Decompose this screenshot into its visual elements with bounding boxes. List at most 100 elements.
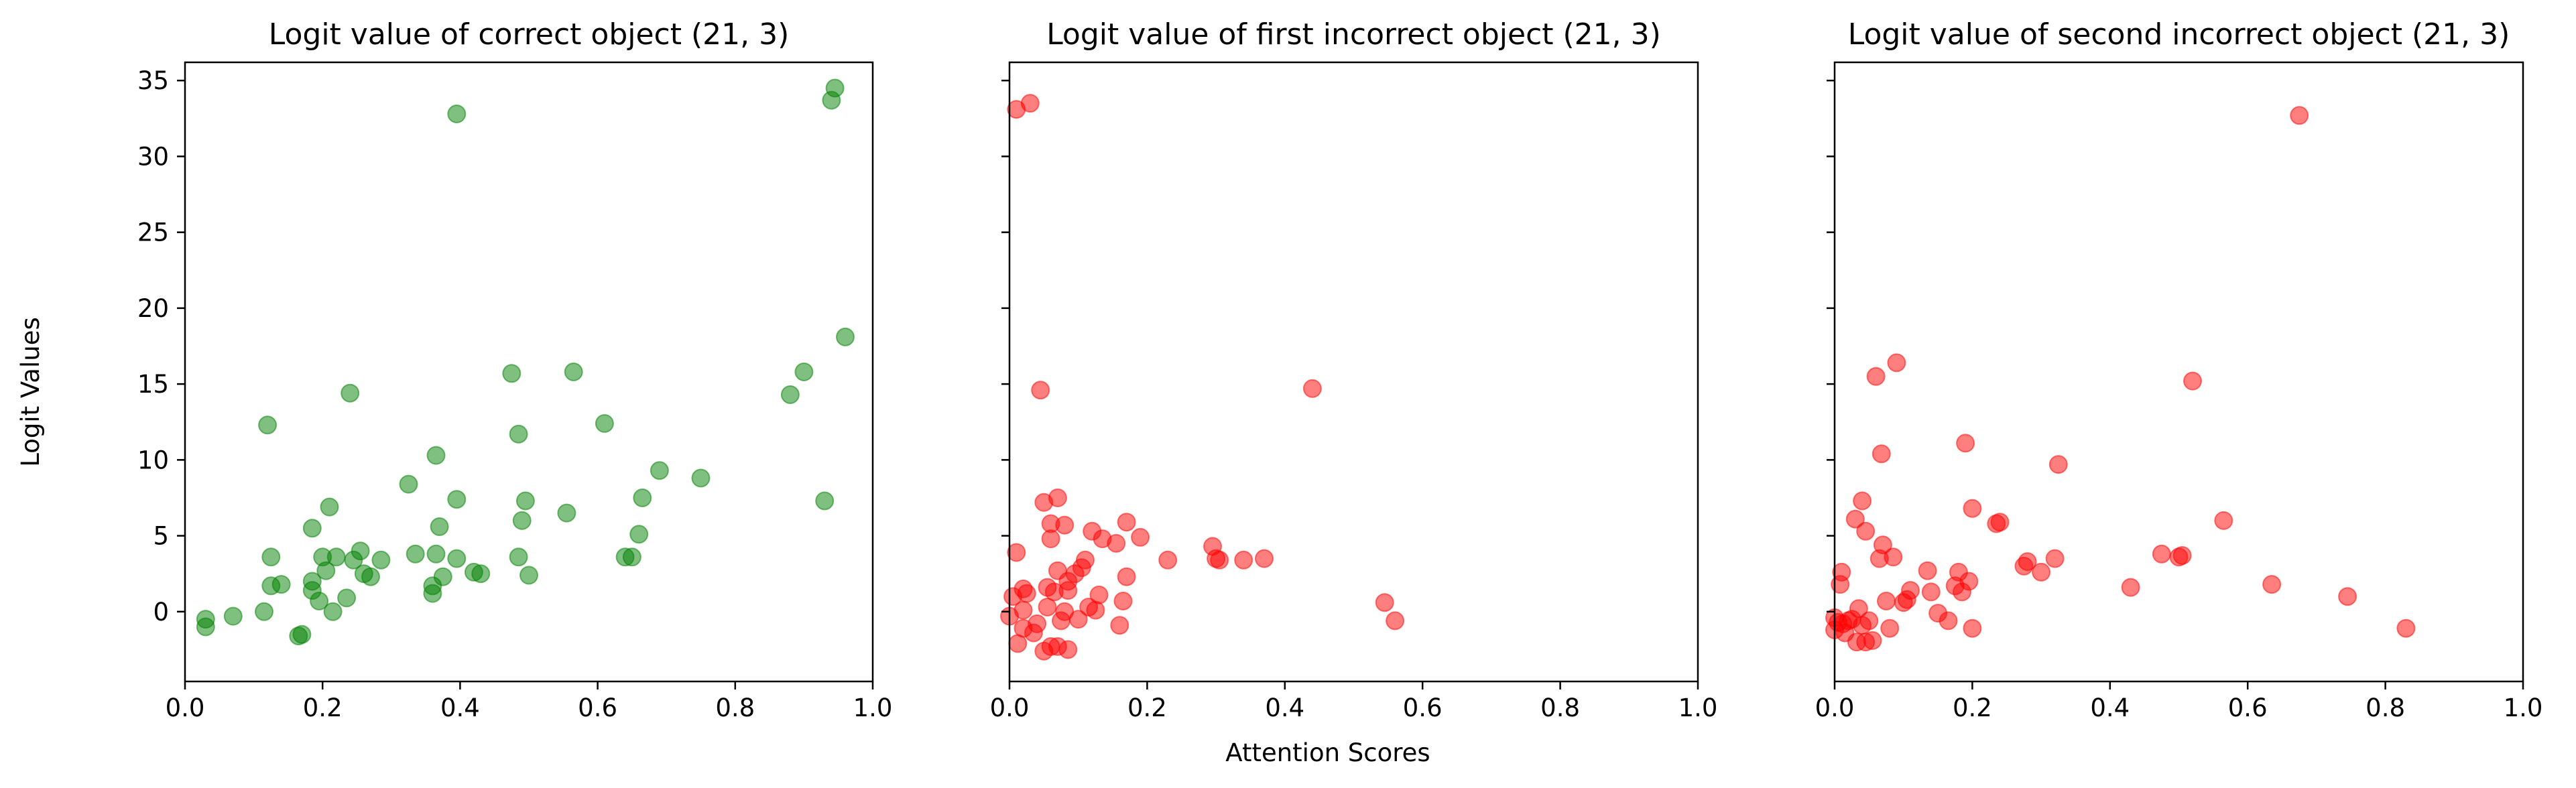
data-point — [2396, 618, 2416, 638]
data-point — [447, 105, 467, 123]
data-point — [1963, 618, 1982, 638]
y-axis-label: Logit Values — [16, 317, 45, 467]
data-point — [258, 415, 278, 435]
data-point — [1921, 582, 1941, 602]
data-point — [1086, 600, 1105, 620]
data-point — [1887, 353, 1906, 373]
data-point — [1255, 549, 1274, 568]
x-axis-label: Attention Scores — [1225, 738, 1430, 767]
data-point — [1939, 611, 1958, 631]
data-point — [1017, 584, 1036, 603]
x-tick-label: 0.8 — [2366, 694, 2405, 722]
x-tick-label: 0.4 — [2090, 694, 2130, 722]
x-tick-label: 0.0 — [1815, 694, 1855, 722]
data-point — [361, 567, 380, 586]
data-point — [622, 547, 641, 567]
scatter-panel-correct: 0.0 0.2 0.4 0.6 0.8 1.0 0 5 10 15 20 25 30 35 Logit va… — [137, 17, 893, 722]
data-point — [471, 564, 491, 584]
data-point — [316, 561, 336, 580]
data-point — [1856, 521, 1876, 541]
data-point — [430, 517, 449, 536]
x-tick-label: 0.0 — [166, 694, 205, 722]
data-point — [1014, 600, 1033, 620]
data-point — [433, 567, 452, 586]
data-point — [1007, 543, 1026, 562]
data-point — [1210, 550, 1229, 570]
data-point — [1859, 611, 1879, 631]
data-point — [341, 383, 360, 403]
data-point — [196, 610, 215, 629]
y-tick-label: 0 — [153, 598, 169, 627]
data-point — [2121, 578, 2140, 597]
data-point — [2338, 587, 2357, 606]
data-point — [1853, 491, 1872, 511]
x-tick-label: 0.2 — [303, 694, 343, 722]
data-point — [271, 575, 291, 594]
data-point — [1901, 581, 1920, 600]
data-point — [1963, 499, 1982, 518]
data-point — [399, 474, 418, 494]
chart-title: Logit value of first incorrect object (2… — [1046, 17, 1661, 52]
data-point — [1880, 618, 1900, 638]
data-point — [2172, 546, 2192, 565]
x-tick-label: 0.6 — [578, 694, 617, 722]
data-point — [447, 490, 467, 509]
data-point — [595, 414, 614, 433]
data-point — [351, 541, 370, 561]
data-point — [371, 550, 391, 570]
data-point — [223, 606, 243, 626]
data-point — [2214, 511, 2233, 530]
data-point — [426, 446, 446, 465]
data-point — [557, 503, 576, 523]
data-point — [1884, 547, 1903, 567]
data-point — [1107, 533, 1126, 553]
y-tick-label: 30 — [137, 142, 169, 171]
data-point — [1863, 631, 1882, 650]
data-point — [2262, 575, 2282, 594]
data-point — [1055, 515, 1075, 535]
data-point — [2290, 106, 2309, 125]
data-point — [320, 497, 339, 517]
data-point — [310, 592, 329, 610]
data-point — [255, 602, 273, 621]
data-point — [1131, 527, 1150, 547]
data-point — [1113, 592, 1133, 610]
data-point — [509, 547, 528, 567]
x-tick-label: 1.0 — [853, 694, 893, 722]
data-point — [323, 602, 343, 621]
data-point — [650, 461, 669, 480]
data-point — [1873, 535, 1892, 555]
data-point — [691, 468, 711, 488]
data-point — [564, 363, 583, 381]
data-point — [1031, 381, 1050, 400]
data-point — [261, 547, 281, 567]
data-point — [633, 488, 652, 507]
data-point — [1028, 614, 1047, 633]
data-point — [1076, 550, 1095, 570]
data-point — [1990, 513, 2010, 532]
data-point — [1877, 592, 1896, 610]
data-point — [1956, 434, 1975, 453]
data-point — [1158, 550, 1178, 570]
chart-title: Logit value of correct object (21, 3) — [269, 17, 790, 52]
data-point — [2045, 549, 2065, 568]
chart-title: Logit value of second incorrect object (… — [1848, 17, 2510, 52]
scatter-panel-second-incorrect: 0.0 0.2 0.4 0.6 0.8 1.0 Logit value of second … — [1815, 17, 2543, 722]
data-point — [836, 327, 855, 346]
plot-frame — [1833, 61, 2524, 683]
y-tick-label: 25 — [137, 218, 169, 247]
x-tick-label: 1.0 — [1678, 694, 1718, 722]
data-point — [326, 547, 346, 567]
data-point — [1845, 509, 1865, 529]
data-point — [1110, 616, 1129, 635]
y-tick-label: 5 — [153, 522, 169, 551]
x-tick-label: 0.2 — [1953, 694, 1992, 722]
y-tick-label: 35 — [137, 66, 169, 95]
data-point — [337, 588, 357, 608]
data-point — [1020, 94, 1040, 113]
y-tick-label: 20 — [137, 294, 169, 323]
x-tick-label: 0.2 — [1127, 694, 1167, 722]
x-tick-label: 0.8 — [715, 694, 755, 722]
panels: 0.0 0.2 0.4 0.6 0.8 1.0 0 5 10 15 20 25 30 35 Logit va… — [137, 17, 2543, 722]
